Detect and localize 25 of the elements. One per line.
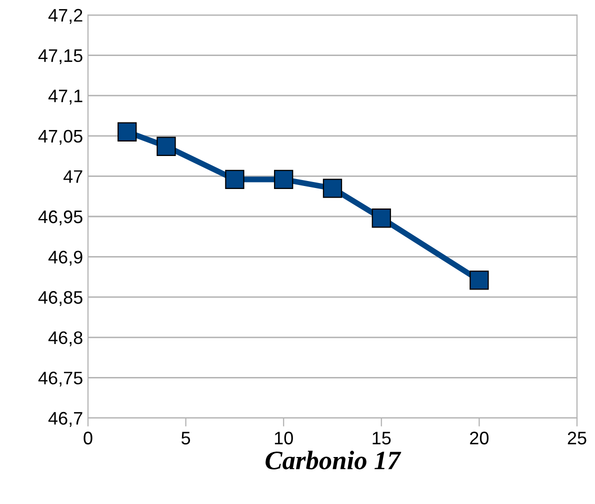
x-tick-label: 0 [84,432,92,444]
x-tick-label: 10 [274,432,293,444]
point [225,170,244,190]
x-tick-label: 20 [470,432,489,444]
x-tick-label: 5 [182,432,190,444]
point [322,178,342,198]
y-tick-label: 47,05 [38,130,82,145]
y-tick-label: 46,75 [38,372,82,387]
point [274,170,294,190]
y-tick-label: 47,2 [48,8,82,24]
x-tick-label: 25 [568,432,586,444]
y-tick-label: 46,95 [38,210,82,226]
y-tick-label: 47,1 [48,90,82,104]
point [156,136,176,156]
x-axis-title: Carbonio 17 [266,450,402,470]
y-tick-label: 46,9 [48,250,82,266]
y-tick-label: 47,15 [38,49,82,64]
point [118,122,137,142]
point [372,208,391,228]
y-tick-label: 46,7 [48,412,82,427]
y-tick-label: 47 [63,170,82,183]
point [470,270,489,290]
y-tick-label: 46,8 [48,331,82,346]
y-tick-label: 46,85 [38,291,82,306]
x-tick-label: 15 [372,432,391,444]
